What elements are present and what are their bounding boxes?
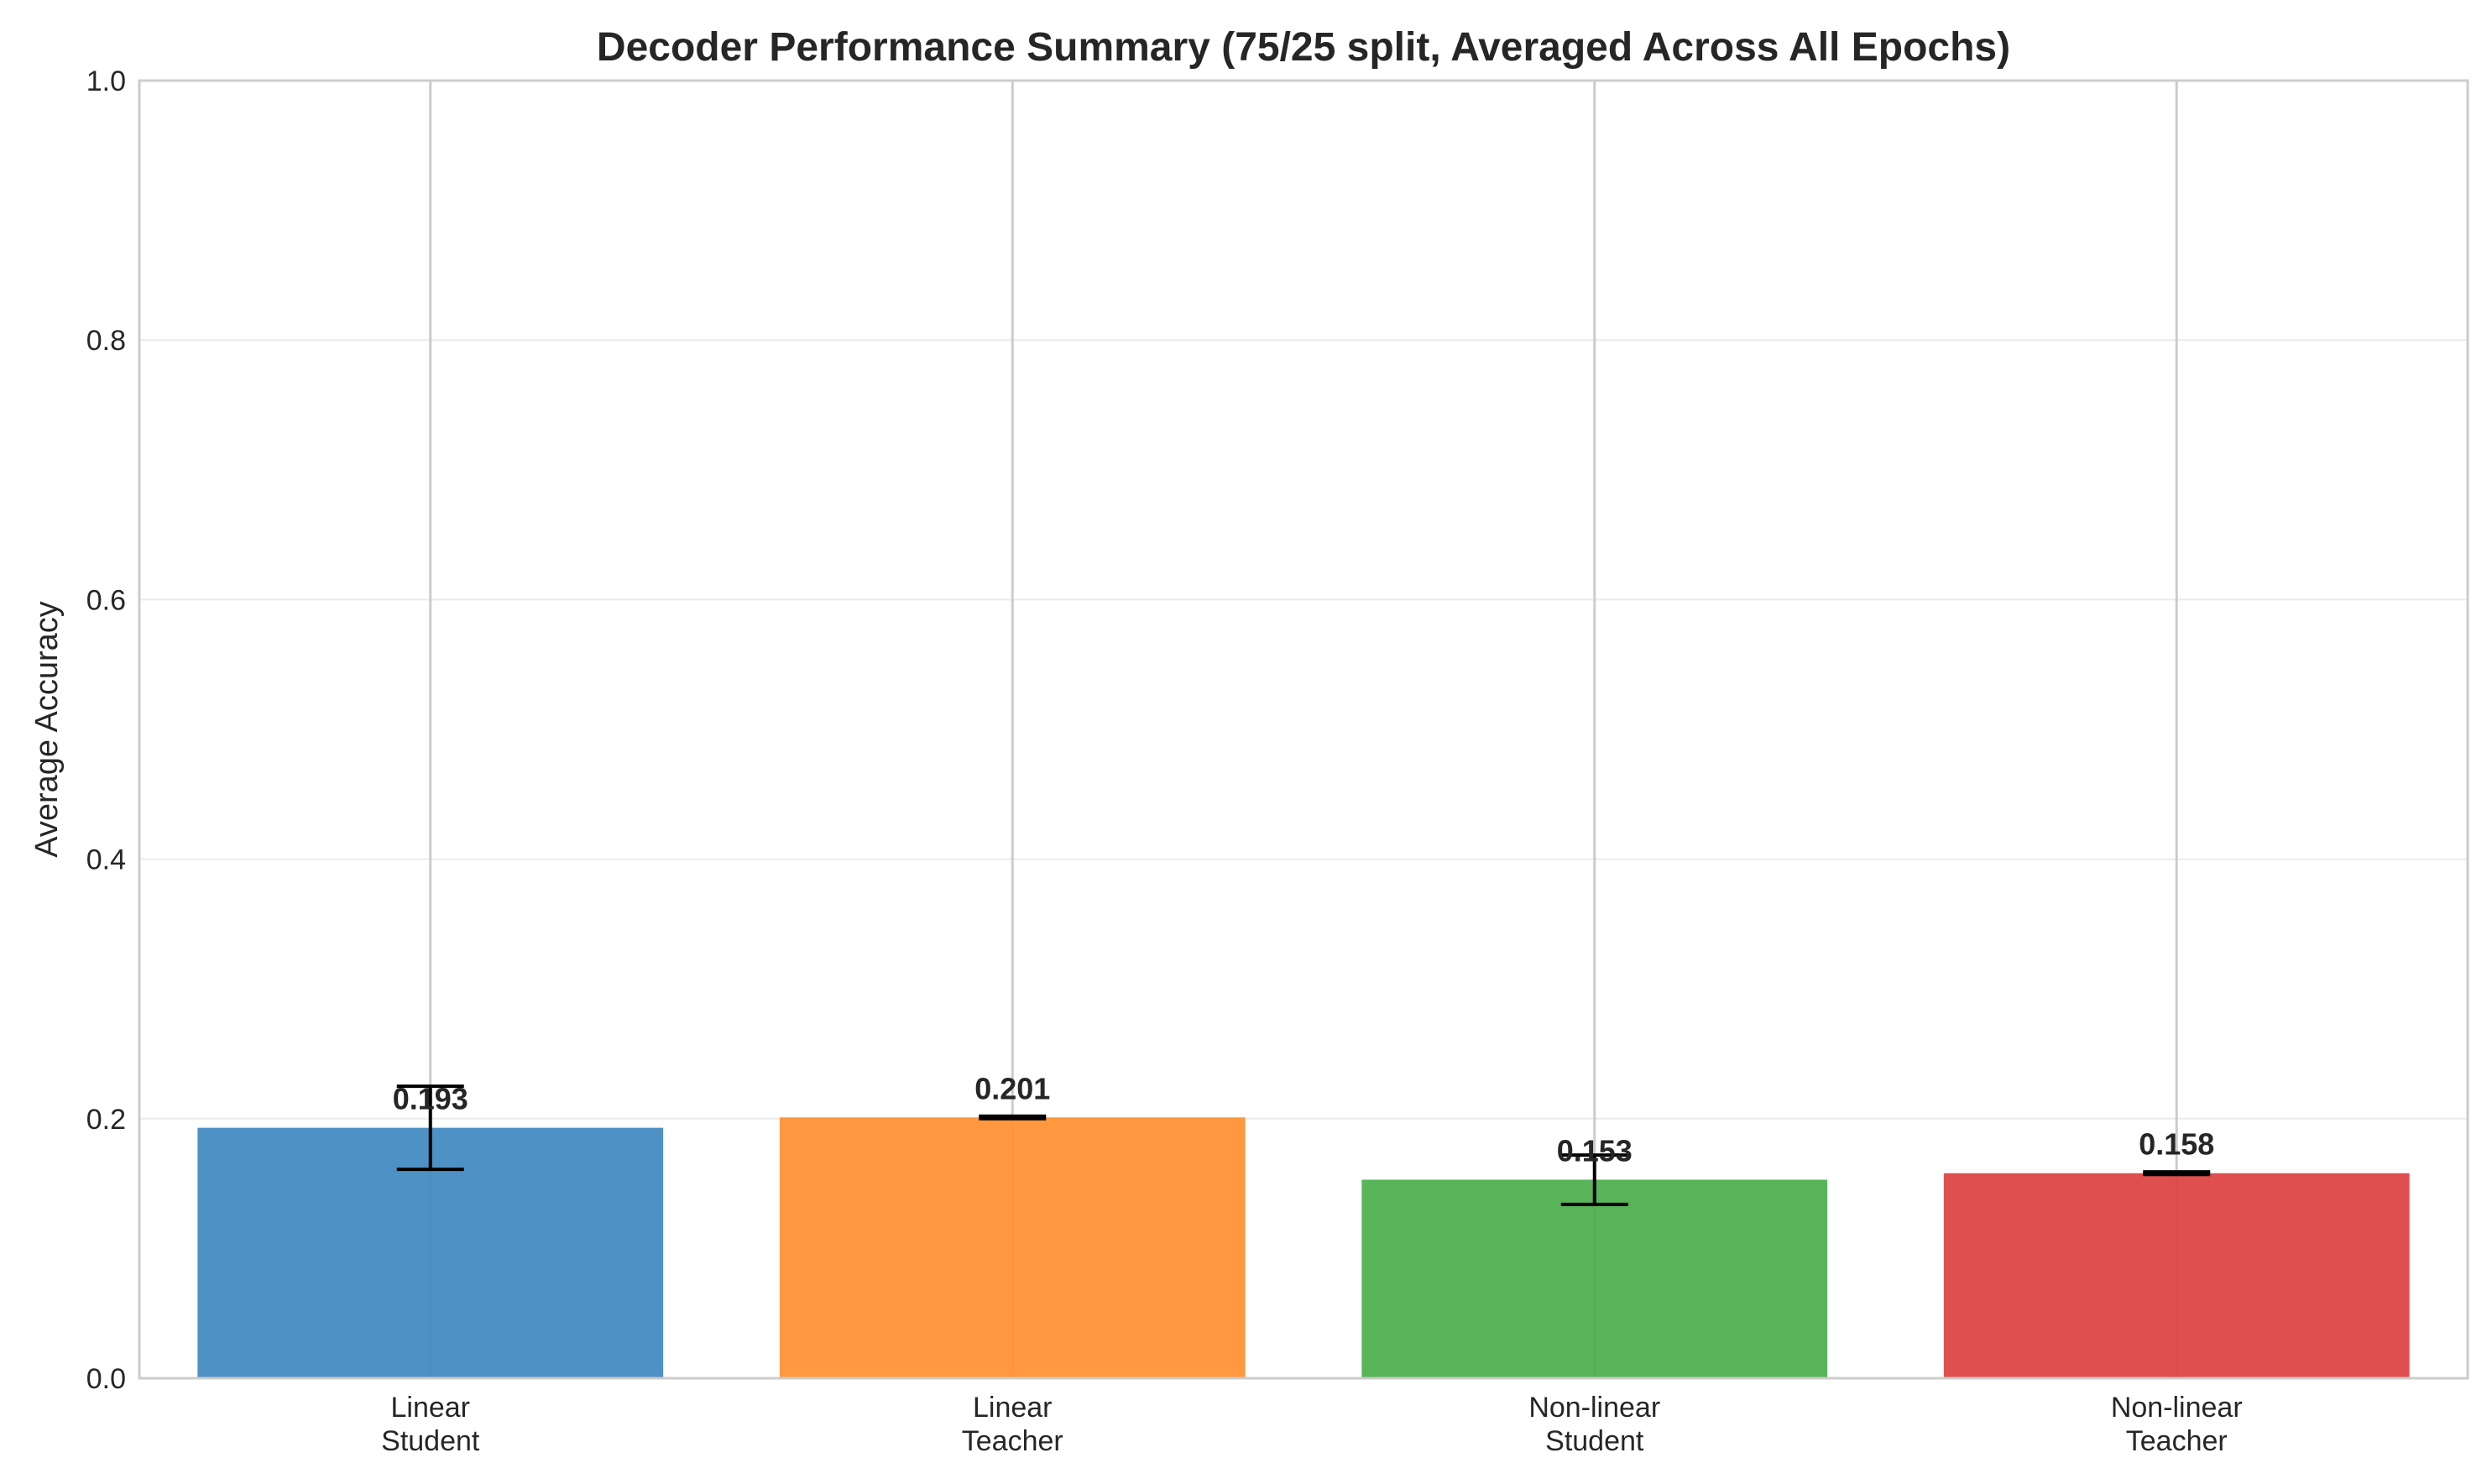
error-bar xyxy=(979,1114,1047,1121)
y-tick-label: 0.4 xyxy=(86,844,126,876)
bar-layer xyxy=(197,1117,2410,1378)
bar-value-label: 0.153 xyxy=(1557,1133,1633,1168)
bar xyxy=(779,1117,1246,1378)
y-axis-label: Average Accuracy xyxy=(29,601,65,858)
chart-title: Decoder Performance Summary (75/25 split… xyxy=(597,25,2010,70)
error-bar xyxy=(2143,1170,2211,1177)
bar-value-label: 0.158 xyxy=(2139,1127,2214,1162)
y-tick-label: 0.6 xyxy=(86,584,126,616)
y-tick-label: 0.2 xyxy=(86,1104,126,1136)
y-tick-label: 0.8 xyxy=(86,325,126,357)
y-tick-label: 0.0 xyxy=(86,1363,126,1395)
x-tick-label: Linear Teacher xyxy=(962,1392,1063,1457)
error-bar-layer xyxy=(396,1084,2211,1206)
y-tick-label: 1.0 xyxy=(86,65,126,97)
bar xyxy=(1943,1173,2410,1378)
x-tick-layer: Linear Student Linear Teacher Non-linear Stud… xyxy=(381,1392,2243,1457)
bar-value-label: 0.193 xyxy=(393,1082,468,1116)
plot-frame xyxy=(138,79,2469,1380)
y-tick-layer: 0.0 0.2 0.4 0.6 0.8 1.0 xyxy=(86,65,126,1395)
error-bar xyxy=(1560,1153,1628,1206)
x-tick-label: Non-linear Student xyxy=(1528,1392,1660,1457)
bar-value-label: 0.201 xyxy=(974,1071,1050,1105)
data-label-layer: 0.193 0.201 0.153 0.158 xyxy=(393,1071,2215,1168)
bar xyxy=(1361,1179,1828,1378)
error-bar xyxy=(396,1084,464,1172)
x-tick-label: Linear Student xyxy=(381,1392,480,1457)
x-tick-label: Non-linear Teacher xyxy=(2111,1392,2243,1457)
